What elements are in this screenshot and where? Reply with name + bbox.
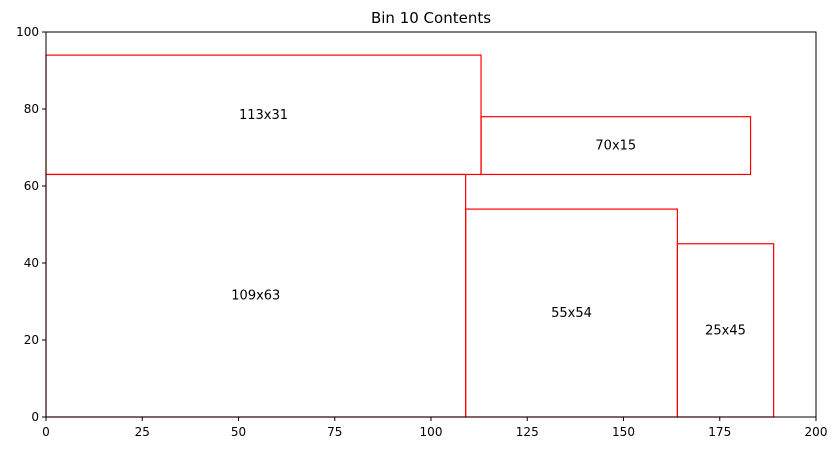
x-tick-label: 150 bbox=[612, 425, 635, 439]
x-tick-label: 200 bbox=[805, 425, 828, 439]
x-tick-label: 100 bbox=[420, 425, 443, 439]
x-tick-label: 25 bbox=[135, 425, 150, 439]
y-tick-label: 60 bbox=[24, 179, 39, 193]
x-tick-label: 175 bbox=[708, 425, 731, 439]
x-tick-label: 50 bbox=[231, 425, 246, 439]
plot-area-background bbox=[46, 32, 816, 417]
y-tick-label: 0 bbox=[31, 410, 39, 424]
x-tick-label: 125 bbox=[516, 425, 539, 439]
y-tick-label: 20 bbox=[24, 333, 39, 347]
rect-label-25x45: 25x45 bbox=[705, 323, 746, 338]
rect-label-109x63: 109x63 bbox=[231, 289, 280, 304]
rect-label-113x31: 113x31 bbox=[239, 108, 288, 123]
bin-rect-70x15 bbox=[480, 116, 752, 176]
plot-frame bbox=[45, 31, 817, 418]
ticks-layer: 0 25 50 75 100 125 150 175 200 0 20 40 60 80 100 bbox=[16, 25, 827, 439]
y-tick-label: 100 bbox=[16, 25, 39, 39]
x-tick-label: 75 bbox=[327, 425, 342, 439]
rect-label-55x54: 55x54 bbox=[551, 306, 592, 321]
x-tick-label: 0 bbox=[42, 425, 50, 439]
rect-label-70x15: 70x15 bbox=[595, 139, 636, 154]
y-tick-label: 40 bbox=[24, 256, 39, 270]
chart-title: Bin 10 Contents bbox=[371, 9, 491, 27]
y-tick-label: 80 bbox=[24, 102, 39, 116]
